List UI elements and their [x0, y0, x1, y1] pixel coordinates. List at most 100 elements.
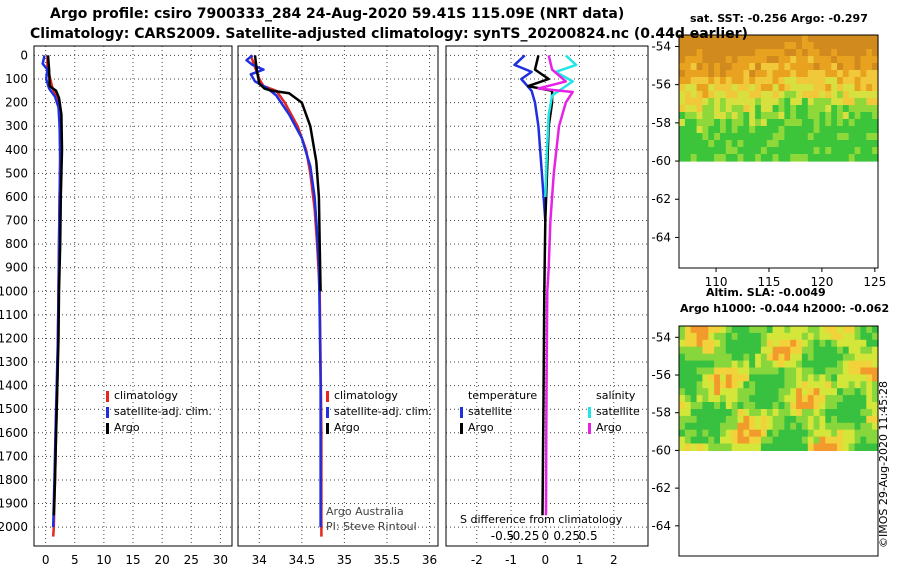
sst-map-heatmap-cell [813, 63, 821, 71]
sst-map-heatmap-cell [702, 126, 709, 134]
sst-map-heatmap-cell [807, 84, 815, 92]
p3-xtick-label: 2 [610, 553, 618, 567]
sst-map-heatmap-cell [690, 154, 698, 162]
sst-map-heatmap-cell [731, 42, 739, 50]
sst-map-heatmap-cell [702, 154, 709, 162]
sst-map-heatmap-cell [796, 126, 803, 134]
sst-map-heatmap-cell [696, 35, 704, 43]
sla-map-heatmap-cell [749, 332, 756, 341]
sla-map-heatmap-cell [708, 388, 715, 396]
sla-map-heatmap-cell [831, 367, 838, 375]
p2-xtick-label: 35 [337, 553, 352, 567]
sst-map-heatmap-cell [760, 84, 768, 92]
sst-map-heatmap-cell [743, 56, 750, 64]
sla-map-heatmap-cell [766, 381, 774, 389]
sla-map-heatmap-cell [872, 436, 879, 445]
sst-map-heatmap-cell [848, 112, 856, 120]
sla-map-heatmap-cell [755, 332, 762, 341]
sla-map-heatmap-cell [842, 436, 850, 445]
sst-map-heatmap-cell [696, 56, 704, 64]
sla-map-heatmap-cell [837, 415, 844, 424]
sla-map-heatmap-cell [872, 374, 879, 382]
sla-map-heatmap-cell [801, 346, 809, 355]
sst-map-heatmap-cell [790, 154, 797, 162]
sst-map-heatmap-cell [854, 56, 862, 64]
sst-map-heatmap-cell [702, 49, 709, 57]
sla-map-heatmap-cell [731, 436, 739, 445]
sla-map-heatmap-cell [714, 429, 721, 438]
sla-map-heatmap-cell [679, 326, 686, 334]
sst-map-heatmap-cell [760, 91, 768, 99]
sla-map-heatmap-cell [801, 360, 809, 369]
sst-map-heatmap-cell [778, 63, 785, 71]
sst-map-heatmap-cell [860, 70, 867, 78]
sla-map-heatmap-cell [778, 388, 785, 396]
sla-map-heatmap-cell [702, 360, 709, 369]
sst-map-heatmap-cell [760, 154, 768, 162]
p3-legend-argo-t: Argo [468, 421, 494, 434]
p1-ytick-label: 1700 [0, 449, 28, 463]
chart-title-line1: Argo profile: csiro 7900333_284 24-Aug-2… [50, 6, 625, 22]
sst-map-heatmap-cell [702, 105, 709, 113]
sst-map-heatmap-cell [813, 147, 821, 155]
sla-map-heatmap-cell [679, 388, 686, 396]
sla-map-heatmap-cell [790, 443, 797, 451]
sla-map-ytick-label: -64 [651, 519, 671, 533]
sla-map-heatmap-cell [743, 402, 750, 410]
sla-map-heatmap-cell [831, 381, 838, 389]
sla-map-heatmap-cell [807, 353, 815, 362]
sla-map-heatmap-cell [679, 415, 686, 424]
sst-map-heatmap-cell [755, 147, 762, 155]
sst-map-heatmap-cell [790, 126, 797, 134]
sst-map-heatmap-cell [679, 133, 686, 141]
p2-xtick-label: 34.5 [288, 553, 315, 567]
sla-map-heatmap-cell [702, 346, 709, 355]
sst-map-heatmap-cell [801, 35, 809, 43]
sla-map-heatmap-cell [801, 381, 809, 389]
sst-map-heatmap-cell [784, 84, 791, 92]
sla-map-heatmap-cell [720, 353, 727, 362]
sla-map-heatmap-cell [766, 339, 774, 348]
sst-map-heatmap-cell [860, 119, 867, 127]
sla-map-heatmap-cell [831, 422, 838, 431]
sla-map-heatmap-cell [860, 429, 867, 438]
sla-map-heatmap-cell [801, 415, 809, 424]
sla-map-heatmap-cell [720, 402, 727, 410]
sla-map-heatmap-cell [778, 443, 785, 451]
sla-map-heatmap-cell [679, 429, 686, 438]
sst-map-heatmap-cell [842, 154, 850, 162]
sla-map-heatmap-cell [749, 367, 756, 375]
sst-map-heatmap-cell [760, 112, 768, 120]
sla-map-heatmap-cell [749, 429, 756, 438]
sla-map-heatmap-cell [778, 436, 785, 445]
sla-map-heatmap-cell [743, 332, 750, 341]
sla-map-heatmap-cell [696, 374, 704, 382]
sst-map-heatmap-cell [866, 154, 873, 162]
sla-map-heatmap-cell [801, 326, 809, 334]
sst-map-heatmap-cell [766, 35, 774, 43]
sla-map-heatmap-cell [854, 353, 862, 362]
sla-map-heatmap-cell [725, 402, 733, 410]
sst-map-heatmap-cell [831, 42, 838, 50]
sla-map-heatmap-cell [755, 360, 762, 369]
sla-map-heatmap-cell [743, 429, 750, 438]
sst-map-heatmap-cell [772, 70, 780, 78]
sst-map-heatmap-cell [702, 140, 709, 148]
p3-xtick-salinity-label: -0.25 [508, 529, 539, 543]
sst-map-heatmap-cell [790, 112, 797, 120]
sla-map-heatmap-cell [772, 374, 780, 382]
sla-map-heatmap-cell [801, 436, 809, 445]
sla-map-heatmap-cell [796, 388, 803, 396]
sst-map-heatmap-cell [772, 133, 780, 141]
sst-map-heatmap-cell [854, 42, 862, 50]
sst-map-heatmap-cell [731, 140, 739, 148]
sst-map-heatmap-cell [760, 49, 768, 57]
sst-map-heatmap-cell [772, 77, 780, 85]
sla-map-heatmap-cell [737, 346, 744, 355]
sst-map-heatmap-cell [831, 77, 838, 85]
sla-map-heatmap-cell [854, 443, 862, 451]
sla-map-heatmap-cell [702, 326, 709, 334]
sst-map-heatmap-cell [866, 56, 873, 64]
sla-map-heatmap-cell [837, 429, 844, 438]
sla-map-heatmap-cell [807, 422, 815, 431]
